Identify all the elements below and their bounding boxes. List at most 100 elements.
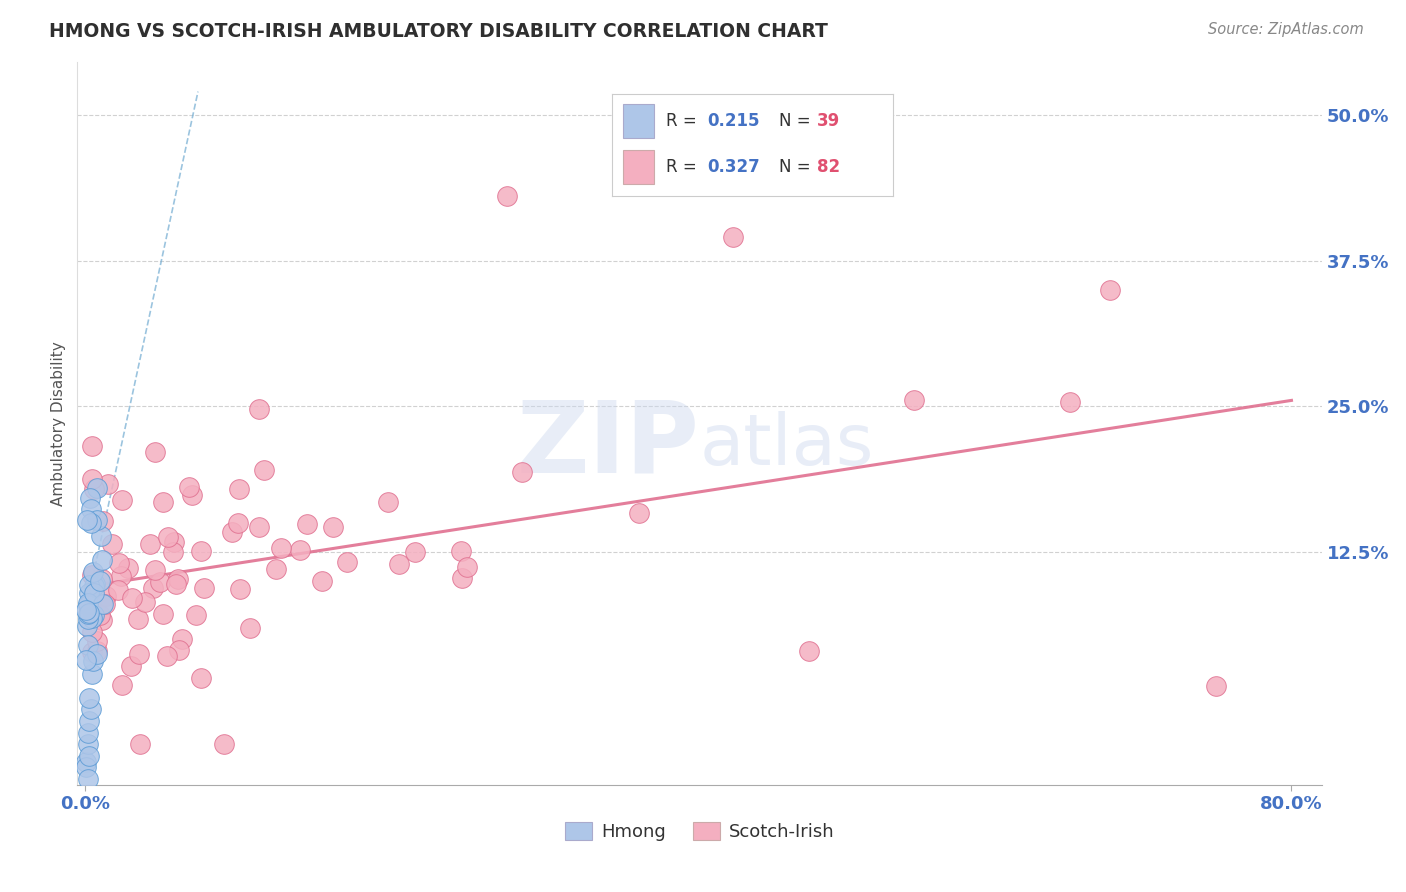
Point <box>121 591 143 605</box>
Point <box>79 748 101 763</box>
Point <box>214 737 236 751</box>
Point <box>297 517 319 532</box>
Bar <box>623 150 654 184</box>
Text: R =: R = <box>666 112 703 130</box>
Point <box>152 495 174 509</box>
Point <box>336 555 359 569</box>
Point <box>94 597 117 611</box>
Point <box>83 482 105 496</box>
Point <box>75 653 97 667</box>
Point <box>388 557 411 571</box>
Point <box>86 481 108 495</box>
Point <box>184 607 207 622</box>
Point <box>221 525 243 540</box>
Text: 0.327: 0.327 <box>707 158 761 176</box>
Point <box>181 488 204 502</box>
Point <box>165 577 187 591</box>
Point <box>82 565 104 579</box>
Point <box>797 644 820 658</box>
Point <box>75 755 97 769</box>
Text: ZIP: ZIP <box>516 397 700 494</box>
Point <box>120 658 142 673</box>
Point <box>77 607 100 622</box>
Bar <box>623 104 654 137</box>
Point <box>512 465 534 479</box>
Point <box>82 654 104 668</box>
Point <box>76 619 98 633</box>
Point <box>723 230 745 244</box>
Point <box>82 472 104 486</box>
Point <box>170 632 193 647</box>
Point <box>322 519 344 533</box>
Legend: Hmong, Scotch-Irish: Hmong, Scotch-Irish <box>557 814 842 848</box>
Point <box>86 647 108 661</box>
Point <box>253 463 276 477</box>
Y-axis label: Ambulatory Disability: Ambulatory Disability <box>51 342 66 506</box>
Point <box>226 516 249 530</box>
Point <box>167 643 190 657</box>
Point <box>190 671 212 685</box>
Point <box>377 495 399 509</box>
Point <box>91 597 114 611</box>
Point <box>83 607 105 622</box>
Point <box>79 586 101 600</box>
Point <box>82 439 104 453</box>
Point <box>79 502 101 516</box>
Point <box>82 645 104 659</box>
Point <box>148 575 170 590</box>
Point <box>264 562 287 576</box>
Point <box>134 595 156 609</box>
Point <box>128 647 150 661</box>
Point <box>152 607 174 622</box>
Point <box>247 520 270 534</box>
Point <box>496 189 519 203</box>
Point <box>77 737 100 751</box>
Point <box>89 607 111 622</box>
Point <box>456 560 478 574</box>
Point <box>82 567 104 582</box>
Text: HMONG VS SCOTCH-IRISH AMBULATORY DISABILITY CORRELATION CHART: HMONG VS SCOTCH-IRISH AMBULATORY DISABIL… <box>49 22 828 41</box>
Text: N =: N = <box>779 158 815 176</box>
Point <box>83 579 105 593</box>
Text: 0.215: 0.215 <box>707 112 759 130</box>
Point <box>80 666 103 681</box>
Point <box>79 491 101 506</box>
Text: R =: R = <box>666 158 703 176</box>
Point <box>451 571 474 585</box>
Point <box>163 535 186 549</box>
Point <box>86 513 108 527</box>
Point <box>127 612 149 626</box>
Point <box>179 480 201 494</box>
Point <box>86 644 108 658</box>
Point <box>166 573 188 587</box>
Point <box>647 131 669 145</box>
Point <box>117 561 139 575</box>
Point <box>90 553 112 567</box>
Point <box>290 543 312 558</box>
Point <box>80 516 103 530</box>
Point <box>86 633 108 648</box>
Point <box>90 572 112 586</box>
Point <box>157 530 180 544</box>
Point <box>1059 395 1081 409</box>
Point <box>193 582 215 596</box>
Point <box>91 514 114 528</box>
Point <box>142 581 165 595</box>
Point <box>139 536 162 550</box>
Point <box>162 545 184 559</box>
Point <box>77 638 100 652</box>
Point <box>91 613 114 627</box>
Point <box>239 622 262 636</box>
Point <box>404 545 426 559</box>
Point <box>80 611 103 625</box>
Point <box>75 760 97 774</box>
Point <box>143 445 166 459</box>
Text: 82: 82 <box>817 158 839 176</box>
Point <box>111 492 134 507</box>
Text: 39: 39 <box>817 112 841 130</box>
Point <box>1205 679 1227 693</box>
Point <box>107 583 129 598</box>
Point <box>77 607 100 621</box>
Text: Source: ZipAtlas.com: Source: ZipAtlas.com <box>1208 22 1364 37</box>
Point <box>83 577 105 591</box>
